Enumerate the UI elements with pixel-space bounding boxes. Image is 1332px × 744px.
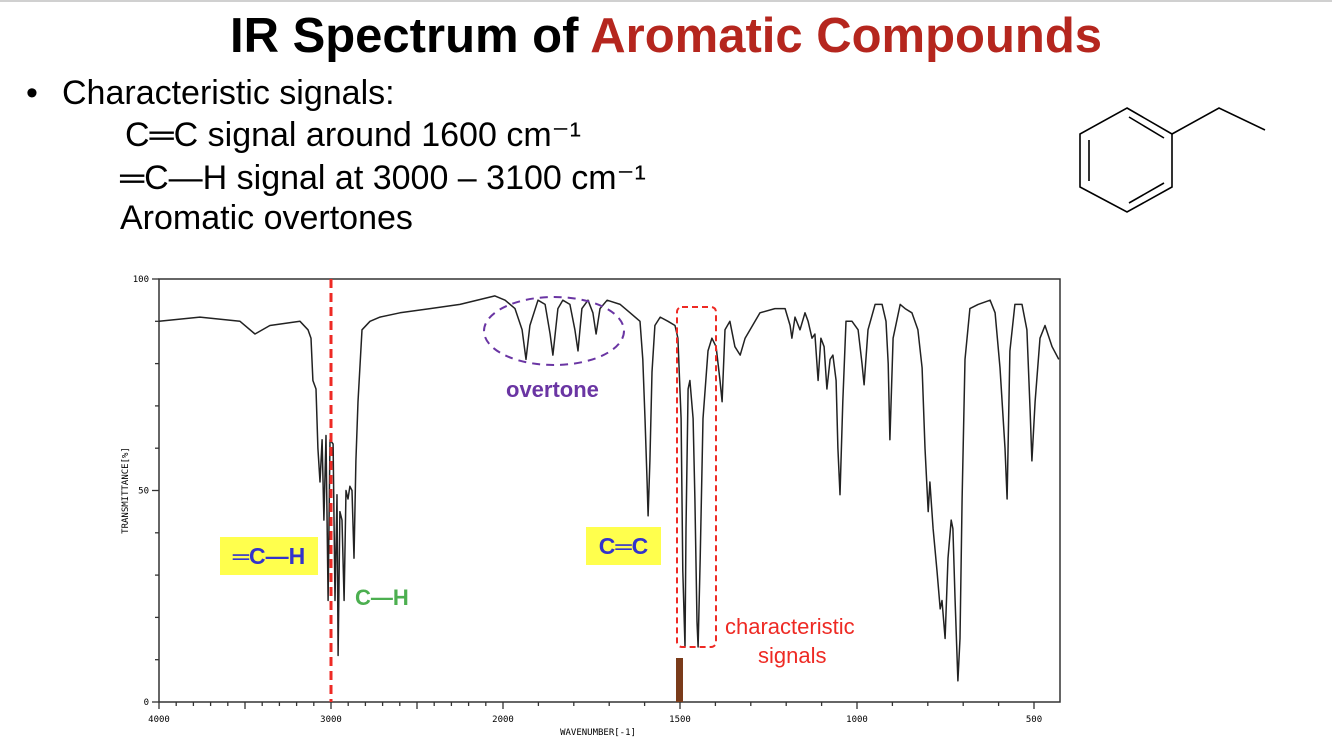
alkyl-ch-label: C—H [355, 585, 409, 610]
characteristic-box [676, 306, 717, 648]
x-tick-label: 2000 [492, 715, 514, 725]
x-tick-label: 4000 [148, 715, 170, 725]
x-tick-label: 500 [1026, 715, 1042, 725]
marker-bar-1500 [676, 658, 683, 702]
bullet-line-overtones: Aromatic overtones [120, 199, 413, 237]
slide-title: IR Spectrum of Aromatic Compounds [0, 8, 1332, 64]
y-axis-label: TRANSMITTANCE[%] [121, 447, 131, 534]
y-tick-label: 100 [133, 275, 149, 285]
plot-frame [158, 278, 1061, 703]
aromatic-ch-label: ═C—H [220, 537, 318, 575]
overtone-label: overtone [506, 377, 599, 402]
bullet-heading: Characteristic signals: [62, 74, 395, 112]
bullet-line-cc: C═C signal around 1600 cm⁻¹ [125, 116, 581, 154]
cc-label: C═C [586, 527, 661, 565]
title-plain: IR Spectrum of [229, 9, 591, 63]
y-tick-label: 50 [138, 487, 149, 497]
title-accent: Aromatic Compounds [590, 9, 1103, 63]
slide-border [0, 0, 1332, 2]
x-tick-label: 1000 [846, 715, 868, 725]
y-tick-label: 0 [144, 698, 149, 708]
bullet-line-ch: ═C—H signal at 3000 – 3100 cm⁻¹ [120, 159, 646, 197]
bullet-marker: • [26, 74, 38, 112]
x-tick-label: 3000 [320, 715, 342, 725]
characteristic-label-1: characteristic [725, 614, 855, 639]
x-axis-label: WAVENUMBER[-1] [560, 728, 636, 738]
characteristic-label-2: signals [758, 643, 827, 668]
x-tick-label: 1500 [669, 715, 691, 725]
spectrum-line [158, 295, 1060, 682]
overtone-ellipse [483, 296, 625, 366]
